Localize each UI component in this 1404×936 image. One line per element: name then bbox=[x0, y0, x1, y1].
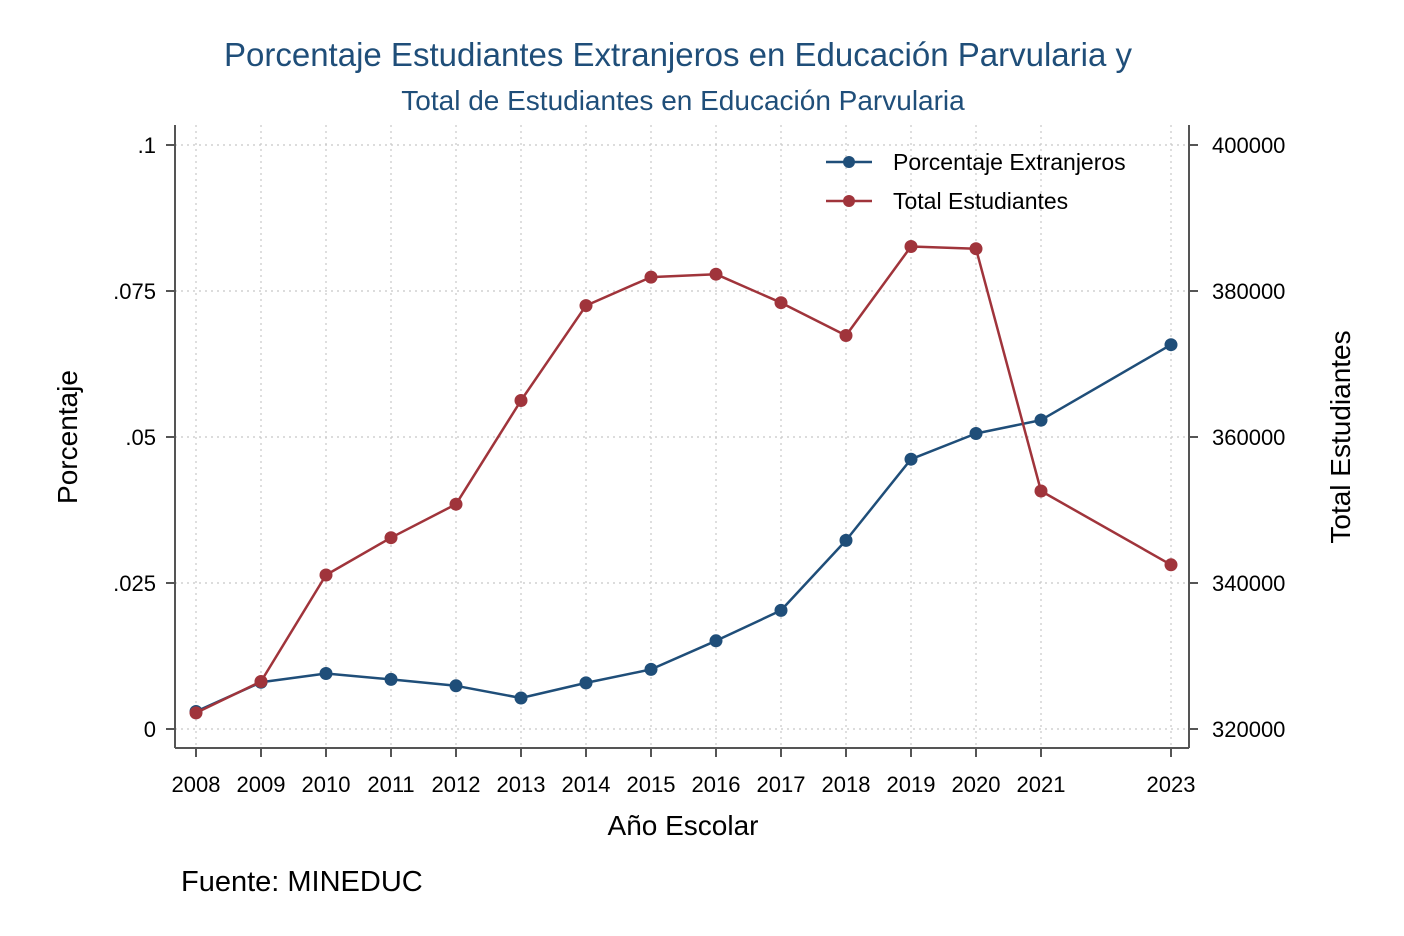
y-tick-label-left: .1 bbox=[138, 133, 156, 158]
x-tick-label: 2009 bbox=[237, 772, 286, 797]
x-tick-label: 2011 bbox=[367, 772, 414, 797]
data-point bbox=[319, 568, 333, 582]
data-point bbox=[709, 267, 723, 281]
y-tick-label-right: 340000 bbox=[1212, 571, 1285, 596]
legend-label-total: Total Estudiantes bbox=[893, 188, 1068, 214]
data-point bbox=[709, 634, 723, 648]
data-point bbox=[644, 662, 658, 676]
x-tick-label: 2012 bbox=[432, 772, 481, 797]
data-point bbox=[774, 603, 788, 617]
source-note: Fuente: MINEDUC bbox=[181, 866, 423, 898]
y-axis-title-left: Porcentaje bbox=[52, 370, 83, 504]
data-point bbox=[904, 452, 918, 466]
x-tick-label: 2019 bbox=[887, 772, 936, 797]
x-tick-label: 2020 bbox=[952, 772, 1001, 797]
chart-subtitle: Total de Estudiantes en Educación Parvul… bbox=[401, 85, 965, 116]
data-point bbox=[449, 497, 463, 511]
x-axis-title: Año Escolar bbox=[608, 810, 759, 841]
data-point bbox=[1164, 338, 1178, 352]
data-point bbox=[1034, 413, 1048, 427]
x-tick-label: 2008 bbox=[172, 772, 221, 797]
x-tick-label: 2014 bbox=[562, 772, 611, 797]
y-tick-label-right: 320000 bbox=[1212, 717, 1285, 742]
legend: Porcentaje Extranjeros Total Estudiantes bbox=[826, 149, 1126, 214]
y-tick-label-left: 0 bbox=[144, 717, 156, 742]
x-tick-label: 2023 bbox=[1147, 772, 1196, 797]
axes bbox=[166, 125, 1198, 757]
legend-marker-porcentaje bbox=[843, 156, 855, 168]
y-tick-label-right: 360000 bbox=[1212, 425, 1285, 450]
data-point bbox=[579, 299, 593, 313]
data-point bbox=[1164, 558, 1178, 572]
data-point bbox=[969, 427, 983, 440]
data-point bbox=[839, 329, 853, 342]
y-tick-labels-right: 320000 340000 360000 380000 400000 bbox=[1212, 133, 1285, 742]
x-tick-label: 2013 bbox=[497, 772, 546, 797]
y-tick-label-left: .025 bbox=[113, 571, 156, 596]
legend-label-porcentaje: Porcentaje Extranjeros bbox=[893, 149, 1126, 175]
x-tick-label: 2021 bbox=[1017, 772, 1066, 797]
x-tick-labels: 2008 2009 2010 2011 2012 2013 2014 2015 2016 2017… bbox=[172, 772, 1196, 797]
data-point bbox=[644, 270, 658, 284]
y-tick-label-right: 380000 bbox=[1212, 279, 1285, 304]
data-point bbox=[839, 533, 853, 547]
x-tick-label: 2018 bbox=[822, 772, 871, 797]
y-axis-title-right: Total Estudiantes bbox=[1325, 330, 1356, 543]
data-point bbox=[579, 676, 593, 690]
data-point bbox=[189, 706, 203, 720]
x-tick-label: 2010 bbox=[302, 772, 351, 797]
data-point bbox=[774, 296, 788, 310]
chart-title: Porcentaje Estudiantes Extranjeros en Ed… bbox=[224, 36, 1132, 73]
x-tick-label: 2017 bbox=[757, 772, 806, 797]
data-point bbox=[514, 394, 528, 407]
data-point bbox=[1034, 484, 1048, 498]
data-point bbox=[254, 675, 268, 688]
data-point bbox=[904, 240, 918, 253]
grid bbox=[175, 125, 1189, 748]
y-tick-label-right: 400000 bbox=[1212, 133, 1285, 158]
data-point bbox=[449, 679, 463, 693]
y-tick-label-left: .075 bbox=[113, 279, 156, 304]
y-tick-labels-left: 0 .025 .05 .075 .1 bbox=[113, 133, 156, 742]
data-point bbox=[384, 672, 398, 686]
series-lines bbox=[189, 240, 1178, 720]
data-point bbox=[319, 667, 333, 680]
series-line-total bbox=[195, 245, 1172, 715]
data-point bbox=[514, 691, 528, 705]
y-tick-label-left: .05 bbox=[125, 425, 156, 450]
legend-marker-total bbox=[843, 195, 855, 207]
data-point bbox=[969, 242, 983, 256]
series-line-porcentaje bbox=[195, 343, 1172, 713]
x-tick-label: 2016 bbox=[692, 772, 741, 797]
data-point bbox=[384, 531, 398, 545]
x-tick-label: 2015 bbox=[627, 772, 676, 797]
